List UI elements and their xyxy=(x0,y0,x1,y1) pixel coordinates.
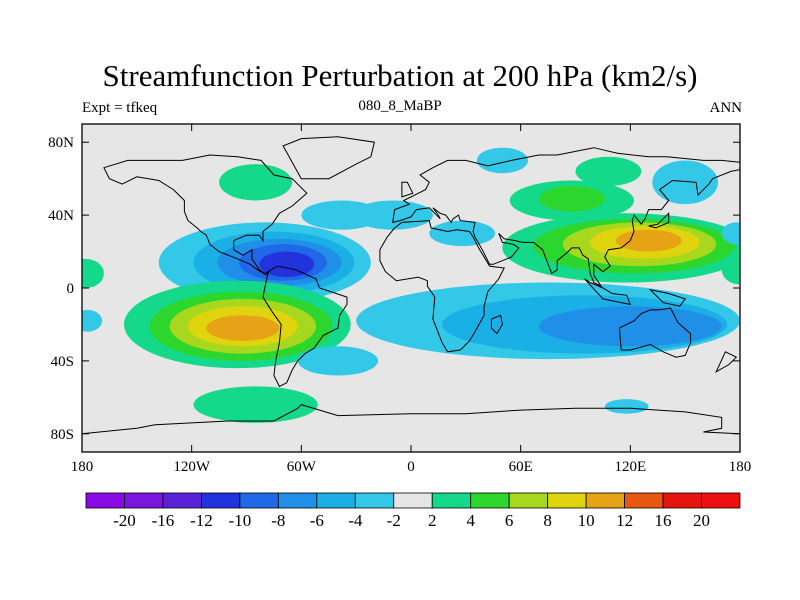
contour-band xyxy=(193,386,318,423)
colorbar-label: -4 xyxy=(348,511,363,530)
coastline xyxy=(401,181,414,198)
coastline xyxy=(82,404,740,452)
coastline xyxy=(392,147,740,288)
coastline xyxy=(618,307,692,358)
contour-band xyxy=(297,346,379,376)
colorbar-swatch xyxy=(354,492,395,509)
contour-band xyxy=(575,156,642,186)
colorbar-swatch xyxy=(162,492,202,509)
contour-band xyxy=(538,306,722,347)
colorbar-swatch xyxy=(201,492,241,509)
colorbar-label: -8 xyxy=(271,511,285,530)
colorbar-swatch xyxy=(431,492,472,509)
coastline xyxy=(715,351,738,374)
colorbar-label: 6 xyxy=(505,511,514,530)
y-tick-label: 80S xyxy=(51,427,74,443)
x-tick-label: 180 xyxy=(71,459,94,475)
colorbar-swatch xyxy=(393,492,433,509)
colorbar-swatch xyxy=(508,492,549,509)
colorbar-label: -16 xyxy=(152,511,175,530)
colorbar-swatch xyxy=(277,492,318,509)
y-tick-label: 40N xyxy=(48,208,74,224)
colorbar-swatch xyxy=(585,492,625,509)
contour-band xyxy=(721,255,740,285)
case-label: 080_8_MaBP xyxy=(358,98,442,114)
contour-band xyxy=(206,315,280,341)
x-tick-label: 120W xyxy=(173,459,211,475)
coastline xyxy=(103,154,308,276)
x-tick-label: 0 xyxy=(407,459,415,475)
colorbar-label: 20 xyxy=(693,511,710,530)
colorbar-swatch xyxy=(701,492,741,509)
colorbar-label: -12 xyxy=(190,511,213,530)
colorbar-swatch xyxy=(239,492,279,509)
contour-band xyxy=(219,164,293,201)
x-tick-label: 120E xyxy=(614,459,646,475)
colorbar-label: -10 xyxy=(229,511,252,530)
coastline xyxy=(648,288,687,307)
colorbar-swatch xyxy=(624,492,664,509)
colorbar-swatch xyxy=(547,492,587,509)
colorbar-label: -6 xyxy=(310,511,324,530)
coastline xyxy=(379,220,505,353)
contour-band xyxy=(476,147,528,174)
coastline xyxy=(262,265,348,388)
chart-title: Streamfunction Perturbation at 200 hPa (… xyxy=(102,58,698,93)
colorbar-label: 12 xyxy=(616,511,633,530)
contour-band xyxy=(429,220,496,247)
colorbar-label: 10 xyxy=(578,511,595,530)
contour-band xyxy=(721,222,740,245)
colorbar-label: -20 xyxy=(113,511,136,530)
contour-band xyxy=(82,258,104,288)
colorbar-label: 16 xyxy=(655,511,672,530)
colorbar-label: 2 xyxy=(428,511,437,530)
experiment-label: Expt = tfkeq xyxy=(82,100,158,116)
colorbar-swatch xyxy=(85,492,125,509)
colorbar-swatch xyxy=(316,492,356,509)
y-tick-label: 0 xyxy=(67,281,75,297)
coastline xyxy=(648,212,670,229)
x-tick-label: 180 xyxy=(729,459,752,475)
x-tick-label: 60W xyxy=(287,459,317,475)
y-tick-label: 80N xyxy=(48,135,74,151)
colorbar-label: -2 xyxy=(387,511,401,530)
colorbar-label: 8 xyxy=(543,511,552,530)
contour-band xyxy=(352,200,433,230)
colorbar-swatch xyxy=(662,492,702,509)
colorbar-label: 4 xyxy=(466,511,475,530)
coastline xyxy=(584,278,632,306)
y-tick-label: 40S xyxy=(51,354,74,370)
colorbar-swatch xyxy=(124,492,164,509)
contour-band xyxy=(82,309,103,332)
x-tick-label: 60E xyxy=(509,459,533,475)
coastline xyxy=(490,314,503,335)
colorbar-swatch xyxy=(470,492,510,509)
contour-band xyxy=(538,185,605,212)
contour-band xyxy=(259,251,315,278)
season-label: ANN xyxy=(709,100,743,116)
coastline xyxy=(282,136,376,180)
contour-band xyxy=(615,229,682,252)
contour-band xyxy=(652,160,719,205)
contour-band xyxy=(604,399,649,414)
